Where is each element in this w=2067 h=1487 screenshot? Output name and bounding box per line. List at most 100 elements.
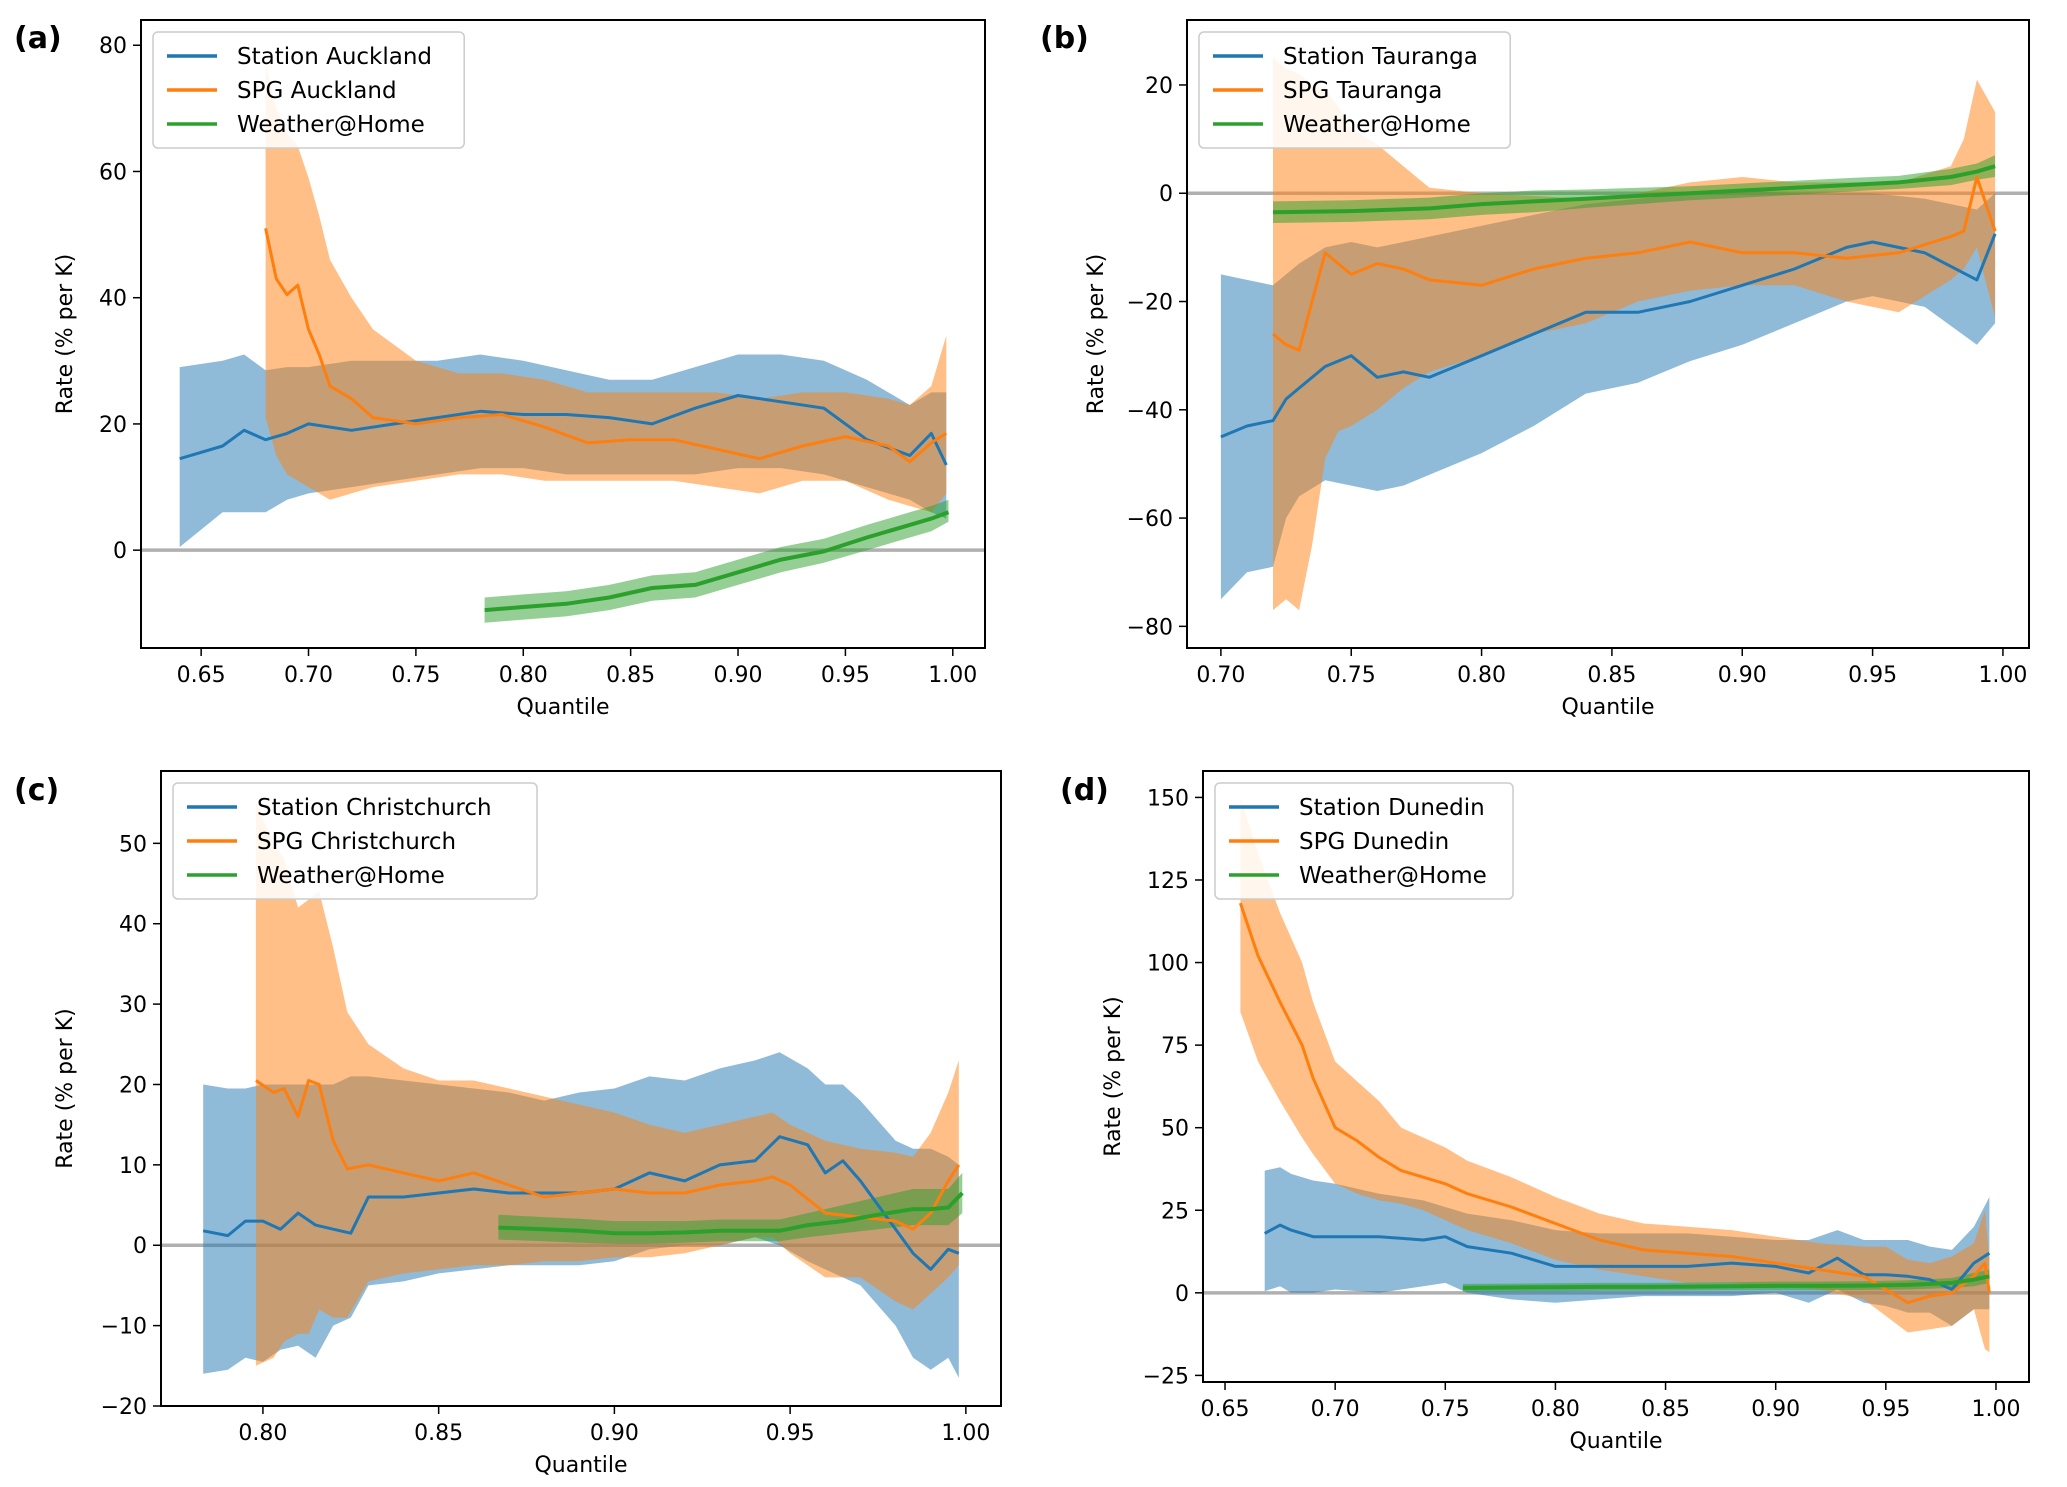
- y-tick-label: −25: [1143, 1364, 1189, 1389]
- y-tick-label: 0: [113, 539, 127, 564]
- panel-label: (a): [14, 21, 62, 56]
- y-tick-label: 75: [1161, 1034, 1189, 1059]
- series-line-station: [1263, 1223, 1991, 1291]
- legend-entry: Weather@Home: [1283, 112, 1471, 138]
- legend-entry: Weather@Home: [1299, 863, 1487, 889]
- y-tick-label: 20: [1145, 74, 1173, 99]
- x-tick-label: 0.80: [238, 1421, 287, 1446]
- x-tick-label: 0.70: [1196, 663, 1245, 688]
- y-tick-label: 40: [119, 913, 147, 938]
- series-line-spg: [1272, 175, 1997, 352]
- legend-box: [1214, 782, 1514, 900]
- x-tick-label: 1.00: [1978, 663, 2027, 688]
- y-tick-label: −40: [1127, 399, 1173, 424]
- series-line-weather-home: [498, 1191, 964, 1236]
- x-axis-label: Quantile: [516, 695, 609, 720]
- y-tick-label: 20: [99, 413, 127, 438]
- y-tick-label: −10: [101, 1315, 147, 1340]
- x-tick-label: 0.95: [1848, 663, 1897, 688]
- x-tick-label: 0.95: [766, 1421, 815, 1446]
- chart-panel-a: 0.65 0.70 0.75 0.80 0.85 0.90 0.95 1.00 0 20 40 60 8…: [14, 19, 986, 720]
- y-tick-label: −80: [1127, 615, 1173, 640]
- panels: 0.65 0.70 0.75 0.80 0.85 0.90 0.95 1.00 0 20 40 60 8…: [14, 19, 2030, 1478]
- x-tick-label: 0.90: [1751, 1397, 1800, 1422]
- series-line-spg: [1238, 902, 1991, 1305]
- y-tick-label: 50: [1161, 1117, 1189, 1142]
- legend-entry: SPG Auckland: [237, 78, 397, 104]
- x-tick-label: 1.00: [941, 1421, 990, 1446]
- series-line-weather-home: [1462, 1274, 1990, 1290]
- y-tick-label: −60: [1127, 507, 1173, 532]
- x-tick-label: 0.65: [1201, 1397, 1250, 1422]
- x-tick-label: 0.75: [1327, 663, 1376, 688]
- x-tick-label: 0.85: [606, 663, 655, 688]
- legend-entry: Station Dunedin: [1299, 795, 1485, 821]
- x-tick-label: 0.70: [284, 663, 333, 688]
- confidence-band-weather-home: [498, 1172, 963, 1244]
- plot-area: [141, 64, 985, 623]
- y-tick-label: 60: [99, 160, 127, 185]
- legend-entry: Weather@Home: [257, 863, 445, 889]
- panel-label: (c): [14, 773, 59, 808]
- series-line-spg: [264, 227, 948, 464]
- legend-entry: Station Tauranga: [1283, 44, 1478, 70]
- y-tick-label: 125: [1147, 869, 1189, 894]
- y-tick-label: −20: [101, 1395, 147, 1420]
- y-tick-label: 10: [119, 1154, 147, 1179]
- y-tick-label: 0: [1159, 182, 1173, 207]
- x-axis-label: Quantile: [1569, 1429, 1662, 1454]
- series-line-station: [1220, 233, 1997, 439]
- axes-frame: [160, 770, 1002, 1407]
- legend: Station Auckland SPG Auckland Weather@Home: [152, 31, 465, 149]
- x-tick-label: 0.90: [590, 1421, 639, 1446]
- x-tick-label: 0.80: [1457, 663, 1506, 688]
- legend-box: [152, 31, 465, 149]
- y-tick-label: 40: [99, 287, 127, 312]
- x-tick-label: 1.00: [928, 663, 977, 688]
- x-tick-label: 0.95: [821, 663, 870, 688]
- x-tick-label: 0.70: [1311, 1397, 1360, 1422]
- axes-frame: [140, 19, 986, 649]
- x-tick-label: 0.75: [391, 663, 440, 688]
- chart-panel-b: 0.70 0.75 0.80 0.85 0.90 0.95 1.00 −80 −60 −40 −20…: [1040, 19, 2030, 720]
- chart-panel-c: 0.80 0.85 0.90 0.95 1.00 −20 −10 0 10 20 30 40 50 Qua…: [14, 770, 1002, 1478]
- legend-entry: Station Christchurch: [257, 795, 492, 821]
- series-line-spg: [255, 1079, 961, 1231]
- legend-box: [172, 782, 538, 900]
- y-tick-label: 20: [119, 1073, 147, 1098]
- x-tick-label: 0.75: [1421, 1397, 1470, 1422]
- axes-frame: [1202, 770, 2030, 1383]
- y-tick-label: 50: [119, 832, 147, 857]
- x-tick-label: 0.85: [414, 1421, 463, 1446]
- legend: Station Dunedin SPG Dunedin Weather@Home: [1214, 782, 1514, 900]
- legend-entry: SPG Dunedin: [1299, 829, 1449, 855]
- y-axis-label: Rate (% per K): [53, 1008, 78, 1168]
- y-axis-label: Rate (% per K): [1084, 254, 1109, 414]
- x-tick-label: 0.80: [499, 663, 548, 688]
- legend: Station Tauranga SPG Tauranga Weather@Home: [1198, 31, 1511, 149]
- x-tick-label: 0.85: [1641, 1397, 1690, 1422]
- x-axis-label: Quantile: [1561, 695, 1654, 720]
- x-tick-label: 0.90: [714, 663, 763, 688]
- plot-area: [1203, 797, 2029, 1353]
- y-tick-label: 0: [133, 1234, 147, 1259]
- panel-label: (b): [1040, 21, 1089, 56]
- x-tick-label: 0.65: [177, 663, 226, 688]
- legend-box: [1198, 31, 1511, 149]
- x-tick-label: 0.80: [1531, 1397, 1580, 1422]
- confidence-band-spg: [1240, 797, 1990, 1353]
- y-tick-label: 100: [1147, 952, 1189, 977]
- y-tick-label: −20: [1127, 291, 1173, 316]
- series-line-weather-home: [1272, 164, 1996, 215]
- y-axis-label: Rate (% per K): [1101, 996, 1126, 1156]
- axes-frame: [1186, 19, 2030, 649]
- series-line-station: [179, 394, 948, 466]
- series-line-weather-home: [484, 510, 950, 613]
- legend: Station Christchurch SPG Christchurch Weat…: [172, 782, 538, 900]
- y-tick-label: 80: [99, 34, 127, 59]
- y-tick-label: 150: [1147, 786, 1189, 811]
- y-tick-label: 30: [119, 993, 147, 1018]
- confidence-band-weather-home: [484, 499, 949, 623]
- legend-entry: Weather@Home: [237, 112, 425, 138]
